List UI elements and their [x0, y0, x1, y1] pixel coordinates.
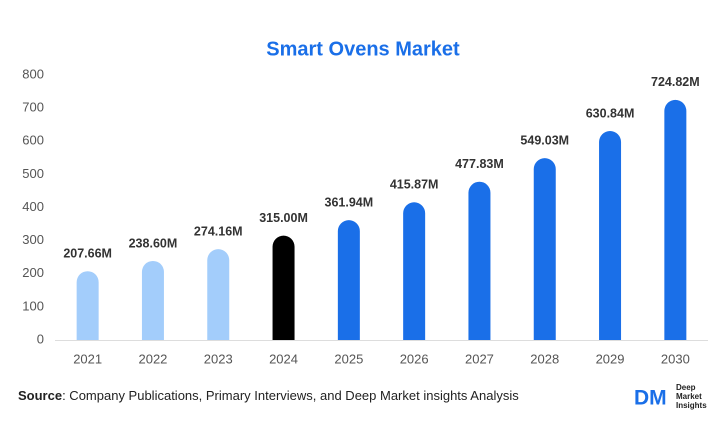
bar	[664, 99, 687, 340]
bar	[272, 235, 295, 340]
bar	[533, 158, 556, 340]
y-tick-label: 0	[37, 331, 44, 346]
chart-title: Smart Ovens Market	[266, 38, 460, 60]
y-tick-label: 100	[22, 298, 44, 313]
bar	[599, 131, 622, 340]
bar	[468, 181, 491, 340]
source-label: Source	[18, 388, 62, 403]
data-label: 207.66M	[63, 247, 112, 261]
y-tick-label: 200	[22, 265, 44, 280]
x-tick-label: 2029	[596, 351, 625, 366]
data-label: 274.16M	[194, 224, 243, 238]
data-label: 724.82M	[651, 75, 700, 89]
bar	[141, 260, 164, 340]
data-label: 415.87M	[390, 178, 439, 192]
data-label: 238.60M	[129, 236, 178, 250]
x-tick-label: 2021	[73, 351, 102, 366]
logo-text: Market	[676, 392, 702, 401]
data-label: 477.83M	[455, 157, 504, 171]
x-tick-label: 2025	[334, 351, 363, 366]
bar	[337, 220, 360, 340]
data-label: 549.03M	[520, 133, 569, 147]
bar	[403, 202, 426, 340]
data-label: 315.00M	[259, 211, 308, 225]
y-tick-label: 500	[22, 166, 44, 181]
source-text: : Company Publications, Primary Intervie…	[62, 388, 519, 403]
x-tick-label: 2022	[138, 351, 167, 366]
x-tick-label: 2027	[465, 351, 494, 366]
y-tick-label: 800	[22, 66, 44, 81]
x-tick-label: 2030	[661, 351, 690, 366]
y-tick-label: 700	[22, 100, 44, 115]
logo-text: Insights	[676, 401, 707, 410]
bar	[76, 271, 99, 340]
data-label: 361.94M	[325, 195, 374, 209]
data-label: 630.84M	[586, 106, 635, 120]
x-tick-label: 2023	[204, 351, 233, 366]
x-tick-label: 2028	[530, 351, 559, 366]
y-tick-label: 300	[22, 232, 44, 247]
y-tick-label: 400	[22, 199, 44, 214]
logo-text: Deep	[676, 383, 696, 392]
y-tick-label: 600	[22, 133, 44, 148]
x-tick-label: 2026	[400, 351, 429, 366]
bar	[207, 249, 230, 340]
logo-mark: DM	[634, 387, 667, 410]
x-tick-label: 2024	[269, 351, 298, 366]
source-note: Source: Company Publications, Primary In…	[18, 388, 519, 403]
